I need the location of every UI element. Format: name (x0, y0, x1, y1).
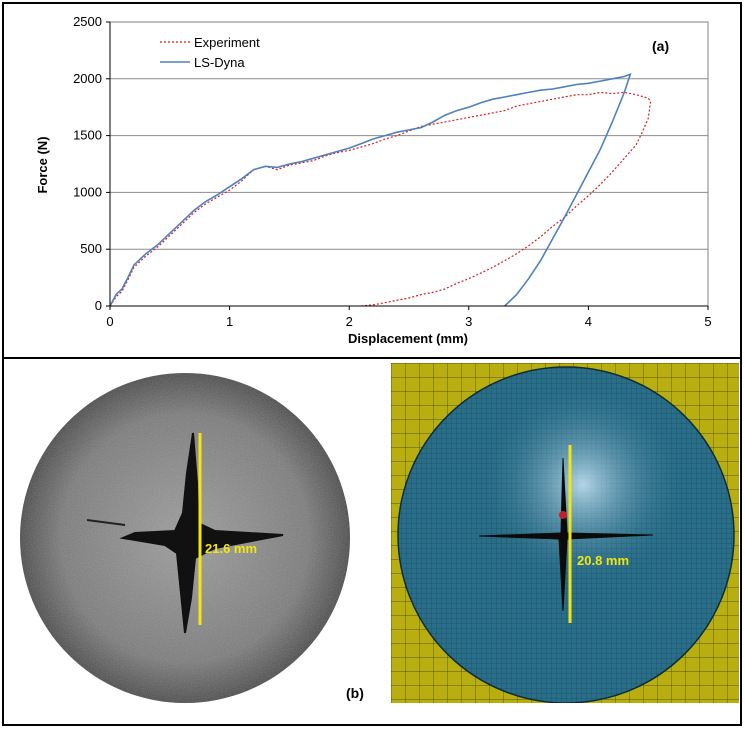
y-tick-label: 500 (80, 241, 102, 256)
y-tick-label: 1000 (73, 184, 102, 199)
legend-label: LS-Dyna (194, 55, 245, 70)
chart-axes: 0 500 1000 1500 2000 2500 0 1 2 3 4 5 (73, 14, 712, 329)
panel-label-b: (b) (346, 685, 364, 701)
simulation-mesh-image: 20.8 mm (391, 363, 739, 703)
y-tick-label: 2500 (73, 14, 102, 29)
y-tick-label: 0 (95, 298, 102, 313)
x-tick-label: 0 (106, 314, 113, 329)
experiment-specimen-image: 21.6 mm (20, 373, 350, 703)
simulation-measure-label: 20.8 mm (577, 553, 629, 568)
experiment-crack (119, 432, 284, 634)
simulation-crack (478, 457, 654, 612)
series-line-ls-dyna (109, 72, 632, 307)
chart-series (109, 72, 652, 307)
experiment-measure-label: 21.6 mm (205, 541, 257, 556)
panel-label-a: (a) (652, 38, 669, 54)
x-tick-label: 1 (226, 314, 233, 329)
x-tick-label: 2 (346, 314, 353, 329)
x-tick-label: 3 (465, 314, 472, 329)
x-axis-label: Displacement (mm) (348, 331, 468, 346)
legend-label: Experiment (194, 35, 260, 50)
panel-divider (2, 357, 742, 359)
series-line-experiment (109, 91, 652, 307)
y-tick-label: 1500 (73, 128, 102, 143)
y-axis-label: Force (N) (35, 136, 50, 193)
x-tick-label: 4 (585, 314, 592, 329)
force-displacement-chart: 0 500 1000 1500 2000 2500 0 1 2 3 4 5 Experiment LS-… (35, 14, 712, 346)
chart-legend: Experiment LS-Dyna (160, 35, 260, 70)
x-tick-label: 5 (704, 314, 711, 329)
y-tick-label: 2000 (73, 71, 102, 86)
